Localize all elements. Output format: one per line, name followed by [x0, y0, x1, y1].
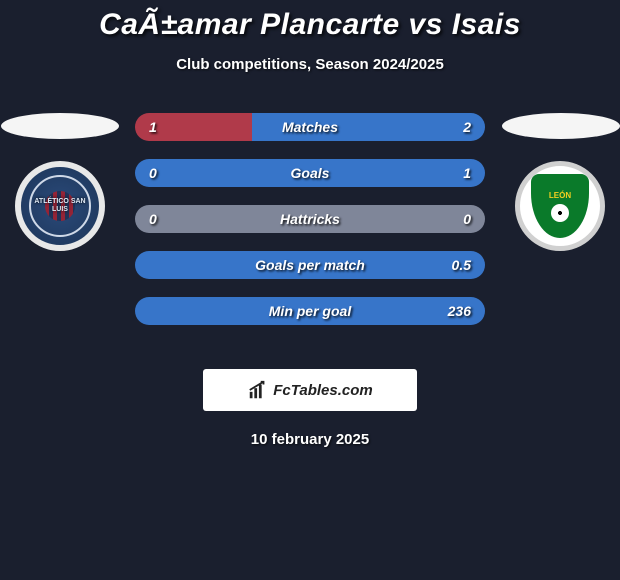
stat-right-value: 2 [463, 119, 471, 135]
left-player-silhouette [1, 113, 119, 139]
stat-right-value: 1 [463, 165, 471, 181]
stat-row: 0 Goals 1 [135, 159, 485, 187]
stat-right-value: 0 [463, 211, 471, 227]
stat-row: Min per goal 236 [135, 297, 485, 325]
stat-left-value: 0 [149, 165, 157, 181]
left-club-badge: ATLÉTICO SAN LUIS [15, 161, 105, 251]
stat-label: Min per goal [269, 303, 351, 319]
stat-right-value: 0.5 [452, 257, 471, 273]
page-title: CaÃ±amar Plancarte vs Isais [0, 8, 620, 42]
stat-left-value: 0 [149, 211, 157, 227]
left-club-label: ATLÉTICO SAN LUIS [31, 198, 89, 213]
left-player-slot: ATLÉTICO SAN LUIS [0, 113, 120, 251]
stat-label: Goals per match [255, 257, 365, 273]
stat-row: 0 Hattricks 0 [135, 205, 485, 233]
stat-label: Matches [282, 119, 338, 135]
brand-text: FcTables.com [273, 382, 372, 399]
stat-row: Goals per match 0.5 [135, 251, 485, 279]
date-text: 10 february 2025 [0, 431, 620, 448]
stat-left-value: 1 [149, 119, 157, 135]
bar-chart-icon [247, 379, 269, 401]
brand-badge[interactable]: FcTables.com [203, 369, 417, 411]
right-player-silhouette [502, 113, 620, 139]
right-player-slot: LEÓN [500, 113, 620, 251]
subtitle: Club competitions, Season 2024/2025 [0, 56, 620, 73]
comparison-panel: ATLÉTICO SAN LUIS 1 Matches 2 0 Goals 1 0 Hattr… [0, 113, 620, 353]
stat-row: 1 Matches 2 [135, 113, 485, 141]
stat-label: Goals [291, 165, 330, 181]
stat-label: Hattricks [280, 211, 340, 227]
right-club-label: LEÓN [549, 191, 571, 200]
right-club-badge: LEÓN [515, 161, 605, 251]
stats-column: 1 Matches 2 0 Goals 1 0 Hattricks 0 Goals per mat… [135, 113, 485, 343]
soccer-ball-icon [551, 204, 569, 222]
stat-right-value: 236 [448, 303, 471, 319]
